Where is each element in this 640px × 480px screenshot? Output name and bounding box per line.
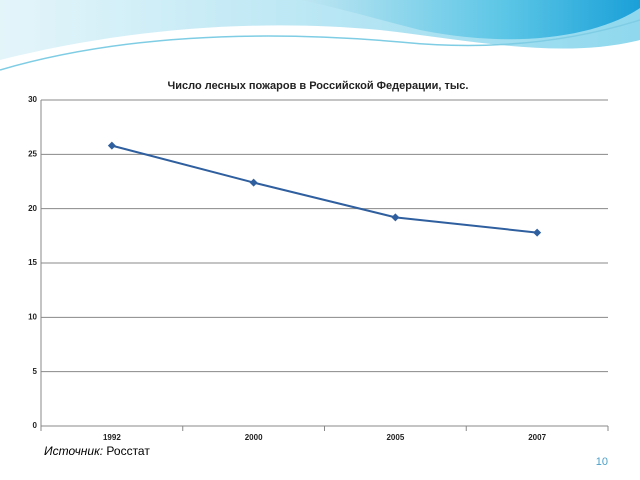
marker (533, 228, 542, 237)
y-tick-label: 10 (28, 312, 37, 321)
chart-title: Число лесных пожаров в Российской Федера… (168, 80, 469, 92)
marker (249, 178, 258, 187)
x-tick-label: 2000 (245, 433, 263, 442)
y-tick-label: 20 (28, 204, 37, 213)
y-tick-label: 5 (33, 367, 38, 376)
x-tick-label: 2005 (386, 433, 404, 442)
header-wave-dark (300, 0, 640, 40)
page-number: 10 (595, 456, 608, 468)
source-value: Росстат (106, 444, 150, 458)
marker (107, 141, 116, 150)
x-tick-label: 1992 (103, 433, 121, 442)
x-tick-label: 2007 (528, 433, 546, 442)
source: Источник: Росстат (44, 444, 150, 458)
y-tick-label: 25 (28, 149, 37, 158)
source-label: Источник: (44, 444, 104, 458)
line (111, 144, 538, 234)
marker (391, 213, 400, 222)
y-tick-label: 15 (28, 258, 37, 267)
y-tick-label: 0 (33, 421, 38, 430)
header-wave-line (0, 19, 640, 71)
y-tick-label: 30 (28, 95, 37, 104)
